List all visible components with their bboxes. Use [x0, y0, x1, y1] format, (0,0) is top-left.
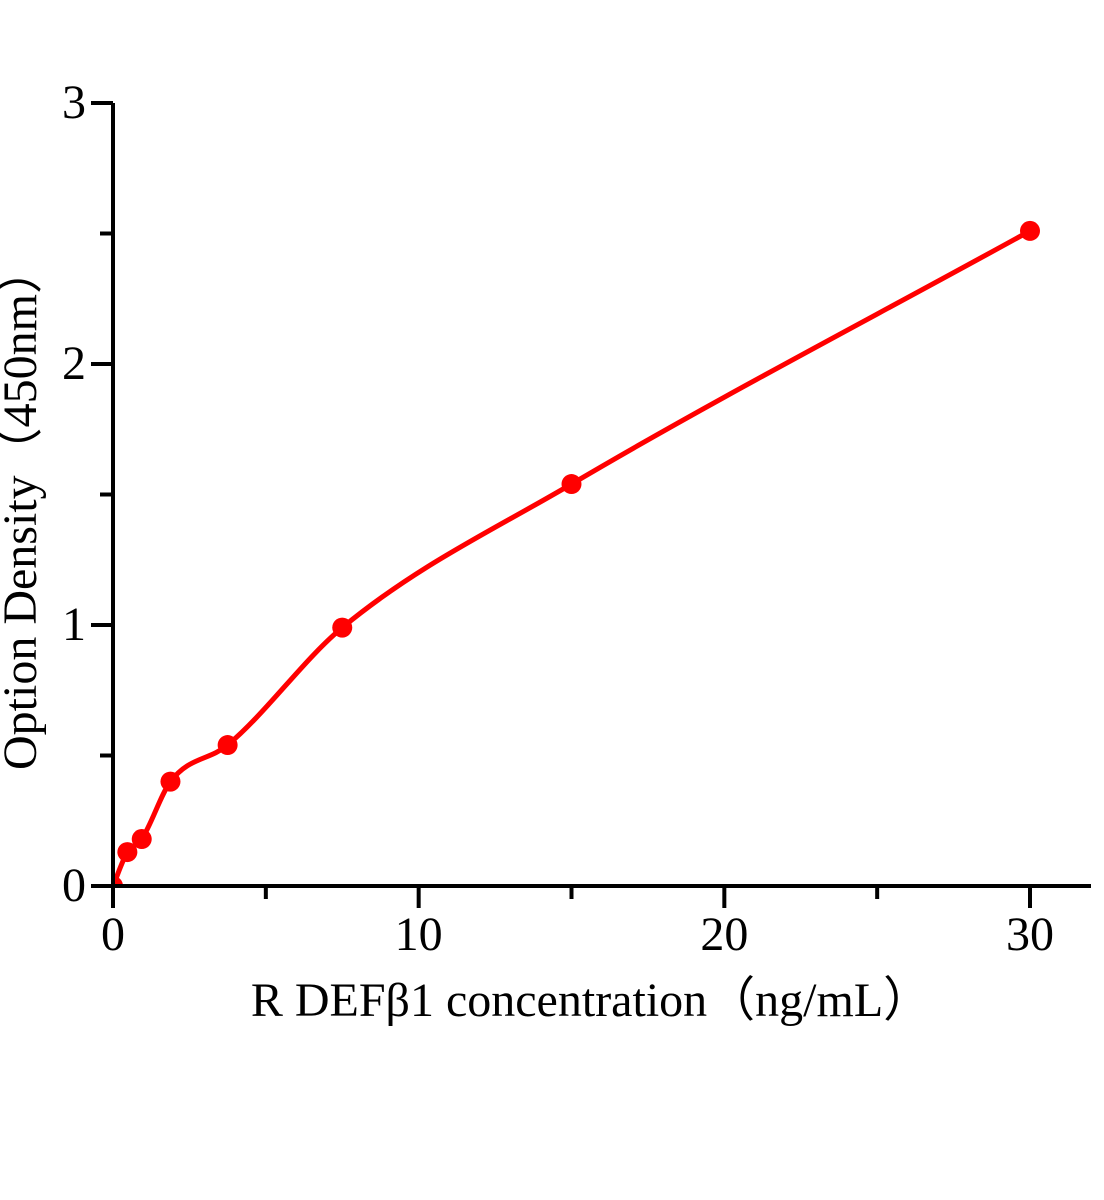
tick-labels: 0 10 20 30 0 1 2 3: [62, 76, 1054, 961]
fit-curve: [113, 228, 1033, 886]
data-point: [160, 771, 181, 792]
data-point: [131, 829, 152, 850]
x-tick-label: 10: [395, 908, 443, 961]
plot-area: [113, 220, 1040, 886]
y-tick-label: 3: [62, 76, 86, 129]
x-tick-label: 0: [101, 908, 125, 961]
data-point: [217, 735, 238, 756]
data-point: [113, 876, 123, 886]
data-point: [332, 617, 353, 638]
y-tick-label: 1: [62, 598, 86, 651]
data-point: [1020, 220, 1040, 241]
x-tick-label: 30: [1006, 908, 1054, 961]
y-tick-label: 2: [62, 337, 86, 390]
data-point: [117, 842, 138, 863]
axes: [91, 101, 1091, 908]
data-point: [561, 474, 582, 495]
y-axis-title: Option Density（450nm）: [0, 246, 47, 770]
x-axis-title: R DEFβ1 concentration（ng/mL）: [251, 974, 931, 1027]
x-tick-label: 20: [700, 908, 748, 961]
y-tick-label: 0: [62, 859, 86, 912]
